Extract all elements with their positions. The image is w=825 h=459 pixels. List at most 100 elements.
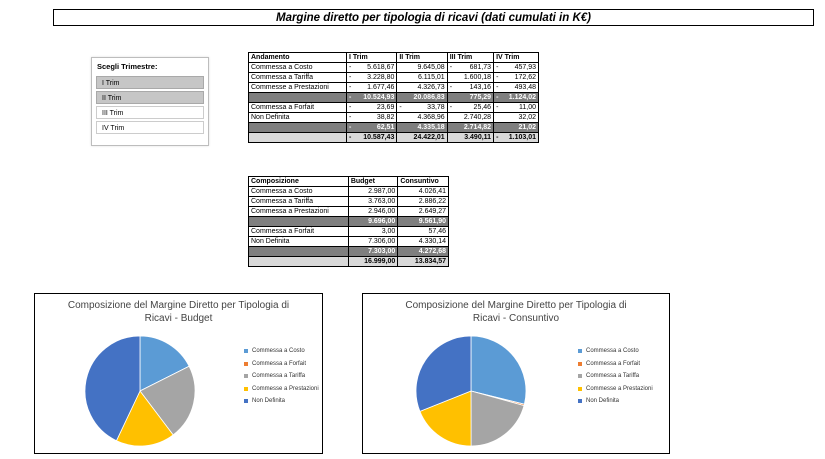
legend-item: Commesse a Prestazioni [578, 383, 653, 396]
negative-sign: - [349, 124, 352, 131]
row-label [247, 122, 348, 133]
legend-swatch [244, 349, 248, 354]
table-cell: 21,02 [493, 122, 539, 133]
table-cell: 1.600,18 [446, 72, 495, 83]
total-row: -10.587,43 24.422,01 3.490,11-1.103,01 [247, 132, 539, 143]
legend-label: Commessa a Tariffa [586, 373, 640, 379]
table-cell: 13.834,57 [397, 256, 449, 267]
table-cell: - 25,46 [446, 102, 495, 113]
table-cell: - 1.103,01 [493, 132, 539, 143]
cell-value: 681,73 [469, 64, 492, 71]
table-cell: - 172,62 [493, 72, 539, 83]
cell-value: 172,62 [514, 74, 536, 81]
legend-swatch [578, 386, 582, 391]
cell-value: 4.368,96 [417, 114, 445, 121]
pie-slice-prestazioni [115, 390, 174, 447]
legend-label: Commessa a Tariffa [252, 373, 306, 379]
table-cell: - 3.228,80 [346, 72, 398, 83]
column-header: Andamento [247, 52, 348, 63]
table-cell: 7.306,00 [347, 236, 399, 247]
legend-swatch [244, 386, 248, 391]
legend-swatch [244, 399, 248, 404]
table-cell: 3,00 [347, 226, 399, 237]
cell-value: 2.714,82 [463, 124, 492, 131]
table-cell: 775,29 [446, 92, 495, 103]
row-label: Commessa a Costo [248, 186, 349, 197]
slicer-item-iv-trim[interactable]: IV Trim [96, 121, 204, 134]
table-cell: 2.714,82 [446, 122, 495, 133]
table-cell: 57,46 [397, 226, 449, 237]
cell-value: 5.618,67 [367, 64, 395, 71]
row-label [248, 216, 349, 227]
pie-slice-tariffa [139, 365, 196, 436]
table-cell: - 457,93 [493, 62, 539, 73]
cell-value: 38,82 [376, 114, 395, 121]
row-label: Commessa a Tariffa [248, 196, 349, 207]
negative-sign: - [496, 74, 499, 81]
slicer-item-i-trim[interactable]: I Trim [96, 76, 204, 89]
legend-swatch [244, 361, 248, 366]
report-title: Margine diretto per tipologia di ricavi … [53, 9, 814, 26]
cell-value: 9.645,08 [417, 64, 445, 71]
table-cell: - 33,78 [396, 102, 448, 113]
subtotal-row: 9.696,00 9.561,90 [248, 216, 449, 227]
cell-value: 24.422,01 [413, 134, 445, 141]
cell-value: 20.086,83 [413, 94, 445, 101]
pie-slice-tariffa [470, 390, 525, 447]
cell-value: 10.524,93 [363, 94, 395, 101]
table-cell: 4.335,18 [396, 122, 448, 133]
legend-label: Commessa a Forfait [586, 360, 641, 367]
pie-chart-consuntivo: Composizione del Margine Diretto per Tip… [362, 293, 670, 454]
table-cell: - 11,00 [493, 102, 539, 113]
table-cell: 2.946,00 [347, 206, 399, 217]
pie-plot [415, 335, 527, 447]
cell-value: 4.326,73 [417, 84, 445, 91]
slicer-header: Scegli Trimestre: [97, 62, 158, 71]
cell-value: 32,02 [518, 114, 536, 121]
slicer-item-iii-trim[interactable]: III Trim [96, 106, 204, 119]
cell-value: 21,02 [518, 124, 536, 131]
table-cell: 3.763,00 [347, 196, 399, 207]
row-label: Commessa a Prestazioni [248, 206, 349, 217]
negative-sign: - [496, 84, 499, 91]
cell-value: 1.124,02 [508, 94, 536, 101]
table-cell: 7.303,00 [347, 246, 399, 257]
negative-sign: - [496, 134, 499, 141]
pie-slice-non-definita [415, 335, 472, 412]
cell-value: 775,29 [469, 94, 492, 101]
row-label [247, 92, 348, 103]
legend-swatch [578, 399, 582, 404]
row-label [248, 256, 349, 267]
legend-label: Commessa a Forfait [252, 360, 307, 367]
cell-value: 3.490,11 [464, 134, 492, 141]
table-cell: - 1.124,02 [493, 92, 539, 103]
table-cell: - 493,48 [493, 82, 539, 93]
cell-value: 6.115,01 [417, 74, 445, 81]
negative-sign: - [496, 64, 499, 71]
pie-slice-costo [139, 335, 190, 392]
negative-sign: - [399, 104, 402, 111]
negative-sign: - [496, 94, 499, 101]
negative-sign: - [349, 104, 352, 111]
cell-value: 23,69 [376, 104, 395, 111]
legend-item: Commessa a Costo [578, 345, 653, 358]
table-cell: 9.696,00 [347, 216, 399, 227]
table-cell: 9.561,90 [397, 216, 449, 227]
table-cell: 24.422,01 [396, 132, 448, 143]
pie-slice-costo [470, 335, 527, 405]
pie-plot [84, 335, 196, 447]
legend-item: Non Definita [244, 395, 319, 408]
cell-value: 4.335,18 [417, 124, 445, 131]
table-cell: - 1.677,46 [346, 82, 398, 93]
table-cell: 2.740,28 [446, 112, 495, 123]
table-cell: 2.886,22 [397, 196, 449, 207]
legend-item: Commessa a Costo [244, 345, 319, 358]
legend-label: Non Definita [252, 398, 286, 404]
column-header: II Trim [396, 52, 448, 63]
slicer-item-ii-trim[interactable]: II Trim [96, 91, 204, 104]
negative-sign: - [349, 134, 352, 141]
table-cell: - 143,16 [446, 82, 495, 93]
legend-item: Commessa a Forfait [578, 358, 653, 371]
subtotal-row: - 62,51 4.335,18 2.714,82 21,02 [247, 122, 539, 133]
column-header: Budget [347, 176, 399, 187]
